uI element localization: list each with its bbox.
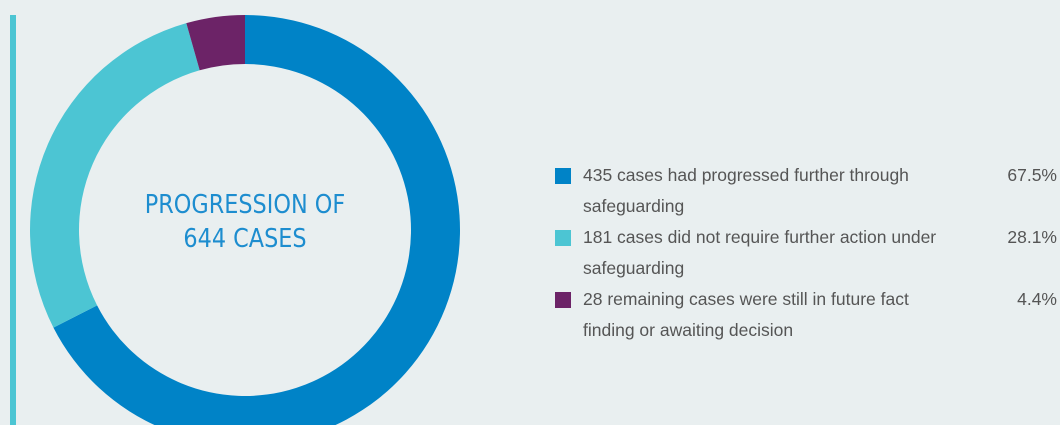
value-label: 67.5% xyxy=(1007,165,1057,185)
legend-swatch xyxy=(555,168,571,184)
side-bar xyxy=(10,15,16,425)
value-label: 4.4% xyxy=(1017,289,1057,309)
legend-label: 181 cases did not require further action… xyxy=(583,227,937,278)
legend-swatch xyxy=(555,292,571,308)
chart-title: PROGRESSION OF 644 CASES xyxy=(144,190,346,254)
legend-label: 28 remaining cases were still in future … xyxy=(583,289,909,340)
legend-item: 181 cases did not require further action… xyxy=(555,222,1057,284)
donut-slice xyxy=(30,23,200,328)
donut-slice xyxy=(186,15,245,71)
legend-item: 28 remaining cases were still in future … xyxy=(555,284,1057,346)
legend-swatch xyxy=(555,230,571,246)
donut-chart xyxy=(30,15,460,425)
legend: 435 cases had progressed further through… xyxy=(555,160,1057,346)
legend-label: 435 cases had progressed further through… xyxy=(583,165,909,216)
legend-item: 435 cases had progressed further through… xyxy=(555,160,1057,222)
value-label: 28.1% xyxy=(1007,227,1057,247)
